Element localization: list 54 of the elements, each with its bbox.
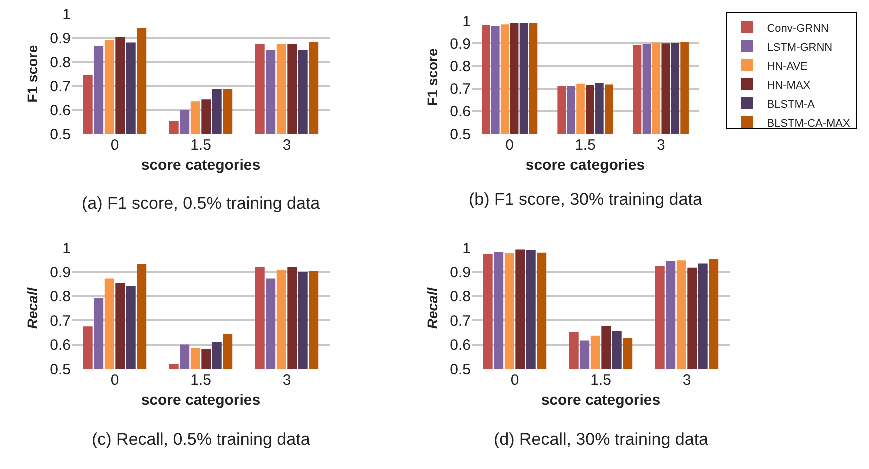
y-tick-label: 0.6	[50, 337, 71, 354]
y-tick-label: 1	[62, 240, 71, 258]
y-tick-label: 0.6	[450, 104, 471, 121]
y-axis-title: Recall	[424, 286, 441, 330]
y-tick-label: 0.9	[50, 264, 71, 282]
y-tick-label: 0.5	[50, 361, 71, 378]
text: (d) Recall, 30% training data	[494, 430, 710, 449]
x-tick-label: 1.5	[190, 137, 212, 154]
legend-label: BLSTM-A	[767, 98, 816, 111]
y-tick-label: 1	[462, 13, 471, 30]
y-tick-label: 0.8	[450, 288, 471, 306]
y-tick-label: 0.6	[450, 337, 471, 354]
x-tick-label: 0	[110, 137, 120, 154]
y-tick-label: 0.6	[50, 102, 71, 120]
y-tick-label: 0.5	[50, 126, 71, 144]
y-tick-label: 0.9	[450, 36, 471, 53]
x-tick-label: 0	[506, 137, 514, 154]
text: (b) F1 score, 30% training data	[469, 190, 703, 209]
y-tick-label: 0.9	[50, 30, 71, 48]
x-tick-label: 1.5	[590, 372, 612, 389]
legend-label: Conv-GRNN	[767, 22, 830, 35]
x-tick-label: 3	[682, 372, 692, 389]
y-tick-label: 0.7	[450, 312, 471, 330]
y-tick-label: 0.8	[50, 54, 71, 72]
y-axis-title: Recall	[24, 286, 41, 330]
y-tick-label: 0.8	[50, 288, 71, 306]
y-tick-label: 0.7	[50, 78, 71, 96]
legend-label: LSTM-GRNN	[767, 42, 833, 54]
x-tick-label: 1.5	[575, 137, 596, 154]
x-tick-label: 3	[282, 372, 292, 389]
y-tick-label: 0.5	[450, 361, 471, 378]
y-axis-title: F1 score	[424, 48, 441, 106]
y-tick-label: 0.8	[450, 58, 471, 76]
x-tick-label: 1.5	[190, 372, 212, 389]
y-tick-label: 0.7	[50, 312, 71, 330]
x-tick-label: 0	[110, 372, 120, 389]
y-tick-label: 0.5	[450, 126, 471, 144]
y-tick-label: 0.7	[450, 81, 471, 98]
text: (a) F1 score, 0.5% training data	[82, 194, 321, 213]
y-tick-label: 1	[62, 6, 71, 24]
legend-label: HN-MAX	[767, 80, 812, 92]
y-axis-title: F1 score	[24, 44, 41, 103]
x-axis-title: score categories	[141, 157, 261, 174]
legend-label: HN-AVE	[767, 60, 808, 73]
x-axis-title: score categories	[541, 392, 661, 409]
x-axis-title: score categories	[526, 157, 646, 174]
y-tick-label: 0.9	[450, 264, 471, 282]
x-axis-title: score categories	[141, 392, 261, 409]
y-tick-label: 1	[462, 240, 471, 258]
x-tick-label: 3	[282, 137, 292, 154]
x-tick-label: 0	[510, 372, 520, 389]
legend-label: BLSTM-CA-MAX	[767, 118, 852, 130]
text: (c) Recall, 0.5% training data	[92, 430, 311, 449]
x-tick-label: 3	[657, 137, 666, 154]
